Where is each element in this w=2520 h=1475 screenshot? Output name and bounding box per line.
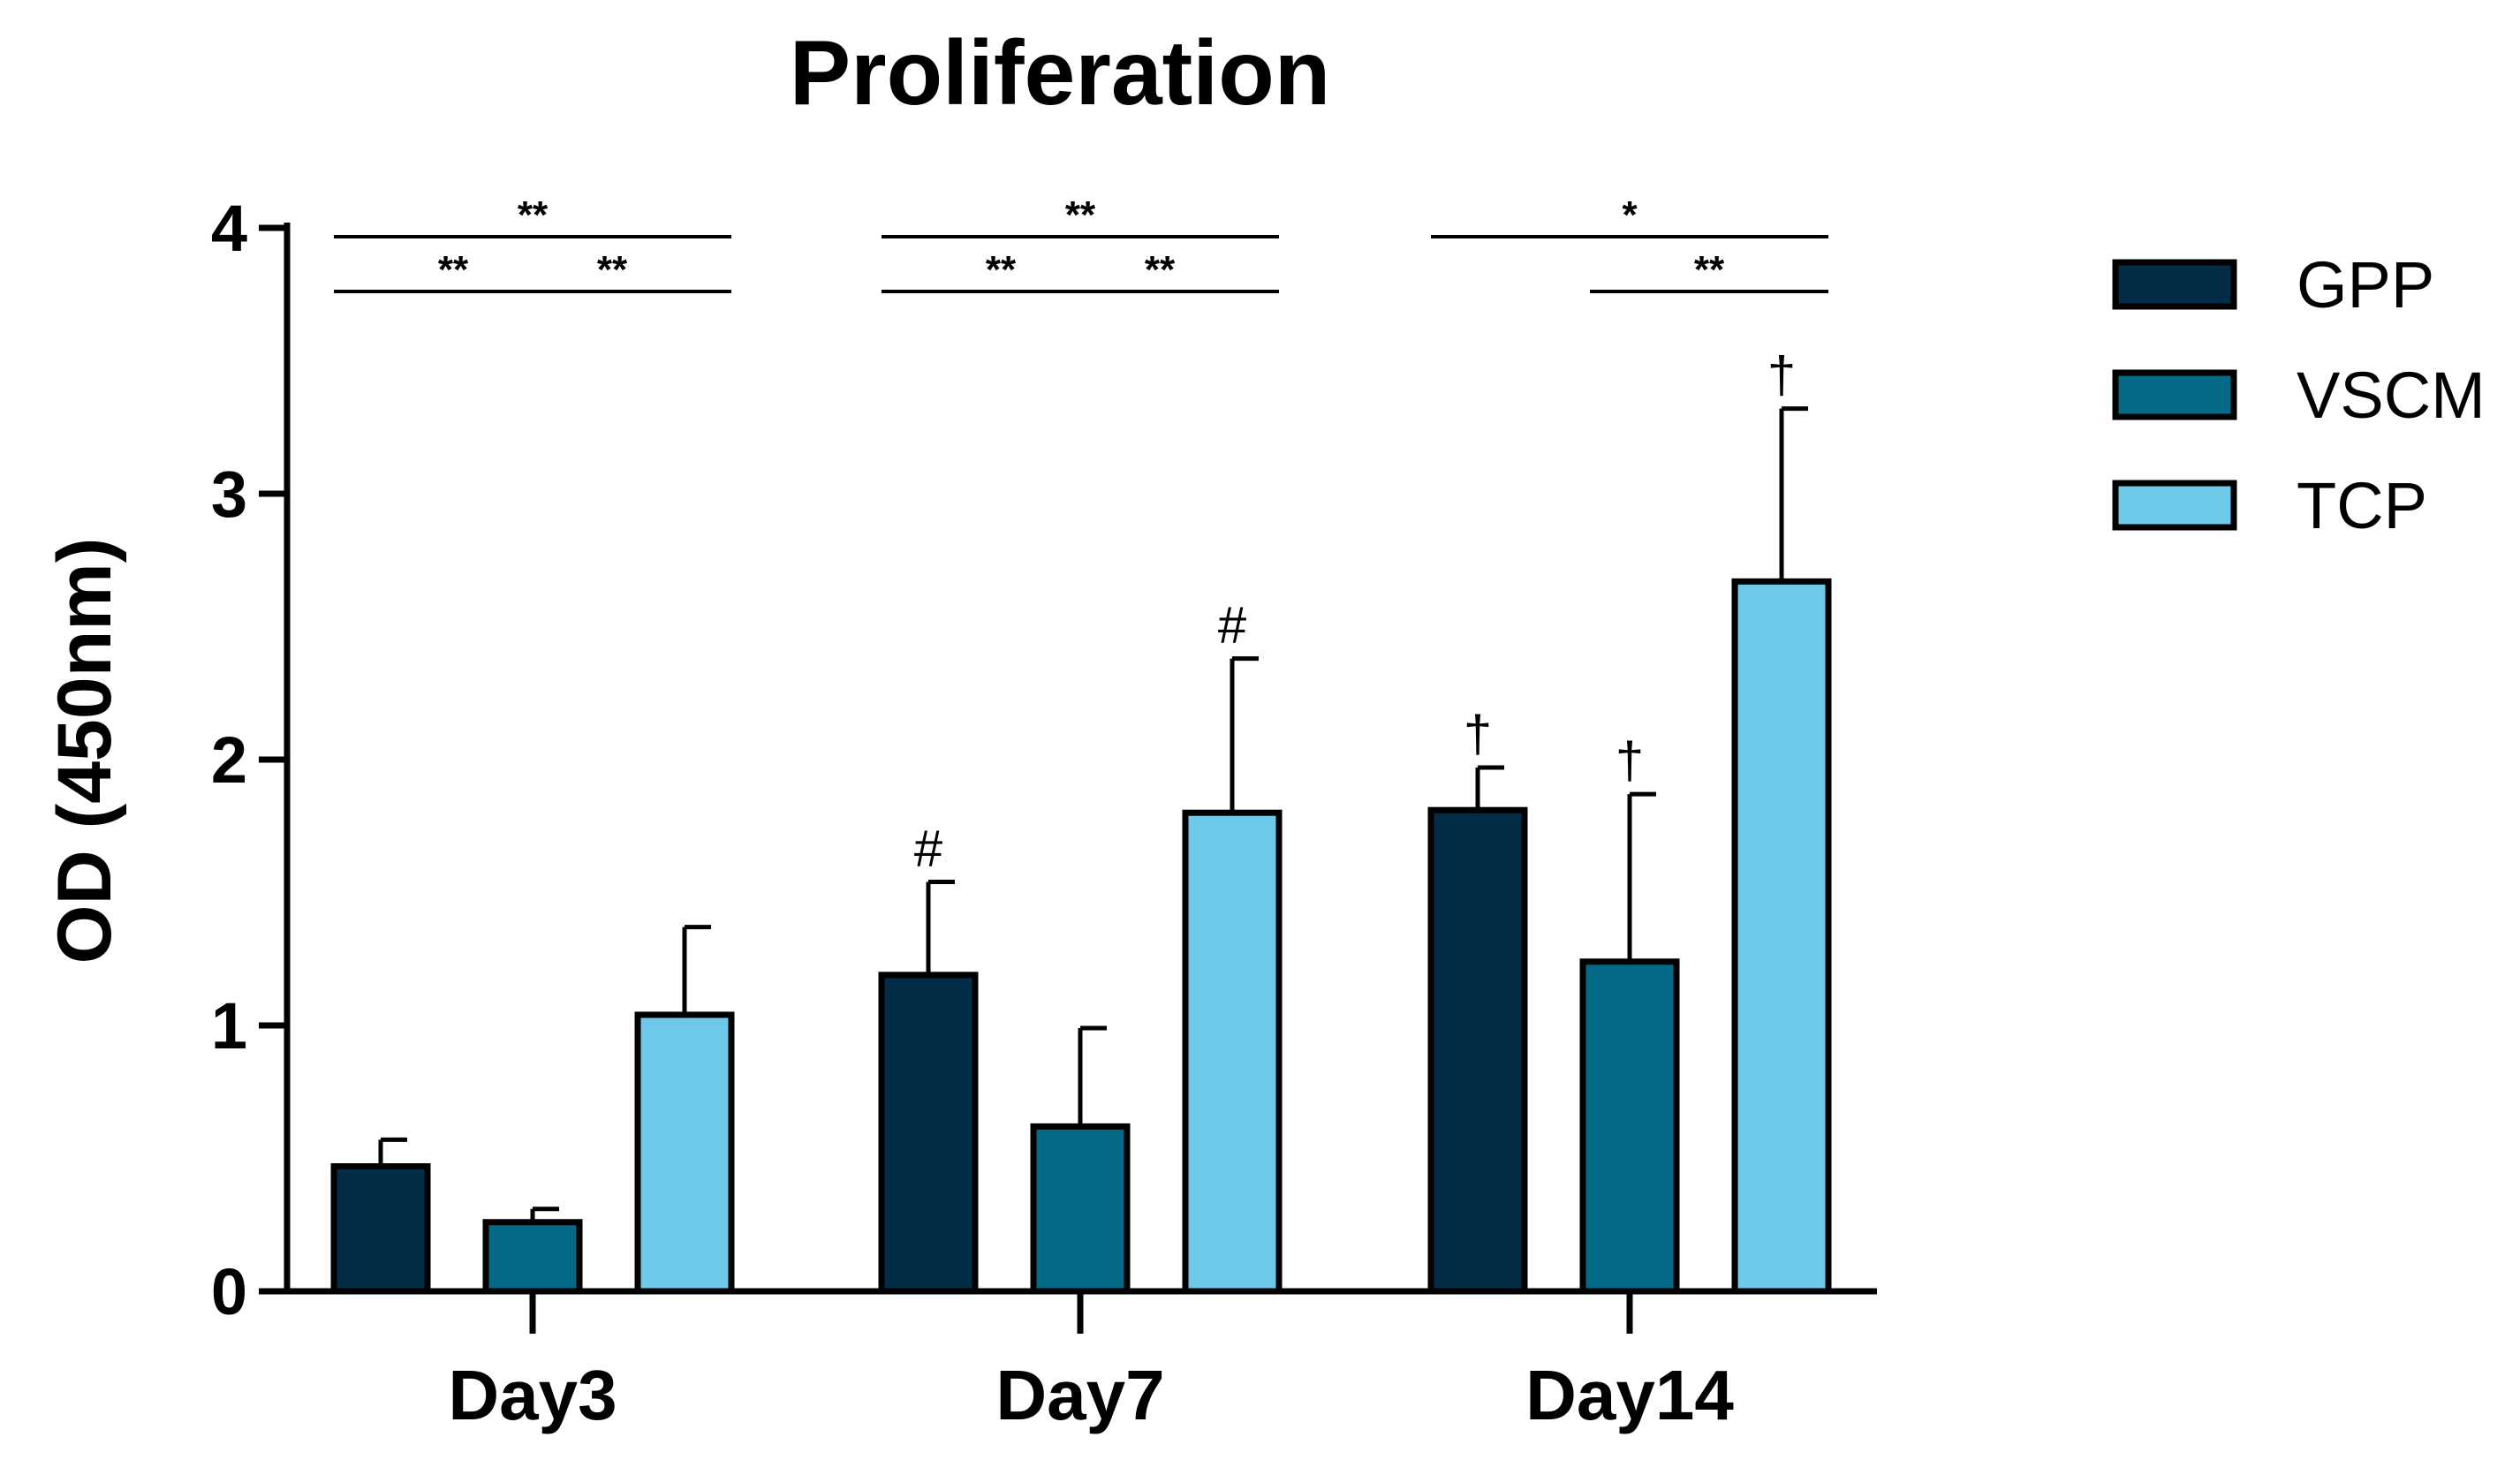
x-tick-label-day14: Day14 — [1525, 1356, 1734, 1434]
bar-tcp-day7 — [1182, 809, 1283, 1295]
significance-label: ** — [1065, 193, 1096, 237]
significance-label: ** — [1694, 248, 1725, 291]
legend-swatch-tcp — [2112, 480, 2237, 531]
bar-tcp-day3 — [634, 1011, 735, 1295]
y-tick-label: 1 — [211, 989, 247, 1063]
legend-label-tcp: TCP — [2297, 469, 2427, 542]
x-tick-label-day3: Day3 — [448, 1356, 617, 1434]
x-tick-label-day7: Day7 — [995, 1356, 1164, 1434]
bar-vscm-day3 — [482, 1219, 583, 1295]
legend-swatch-vscm — [2112, 369, 2237, 420]
y-tick-label: 0 — [211, 1255, 247, 1328]
legend-label-gpp: GPP — [2297, 248, 2434, 321]
legend-swatch-gpp — [2112, 259, 2237, 310]
bar-gpp-day14 — [1427, 806, 1528, 1295]
significance-mark: # — [914, 820, 942, 877]
significance-mark: # — [1218, 597, 1246, 654]
chart-title: Proliferation — [790, 22, 1331, 125]
y-tick-label: 2 — [211, 723, 247, 797]
bar-vscm-day7 — [1030, 1123, 1131, 1295]
significance-label: ** — [986, 248, 1017, 291]
significance-label: * — [1622, 193, 1638, 237]
significance-label: ** — [1145, 248, 1176, 291]
y-tick-label: 4 — [211, 192, 247, 265]
significance-mark: † — [1767, 347, 1796, 405]
bar-tcp-day14 — [1731, 578, 1832, 1295]
bar-vscm-day14 — [1579, 958, 1680, 1295]
significance-label: ** — [597, 248, 628, 291]
legend-label-vscm: VSCM — [2297, 359, 2486, 432]
y-tick-label: 3 — [211, 458, 247, 531]
y-axis-label: OD (450nm) — [42, 538, 127, 964]
significance-label: ** — [518, 193, 549, 237]
bar-gpp-day7 — [878, 972, 979, 1295]
bar-gpp-day3 — [330, 1163, 431, 1295]
significance-label: ** — [438, 248, 469, 291]
significance-mark: † — [1616, 732, 1644, 790]
significance-mark: † — [1464, 706, 1492, 763]
